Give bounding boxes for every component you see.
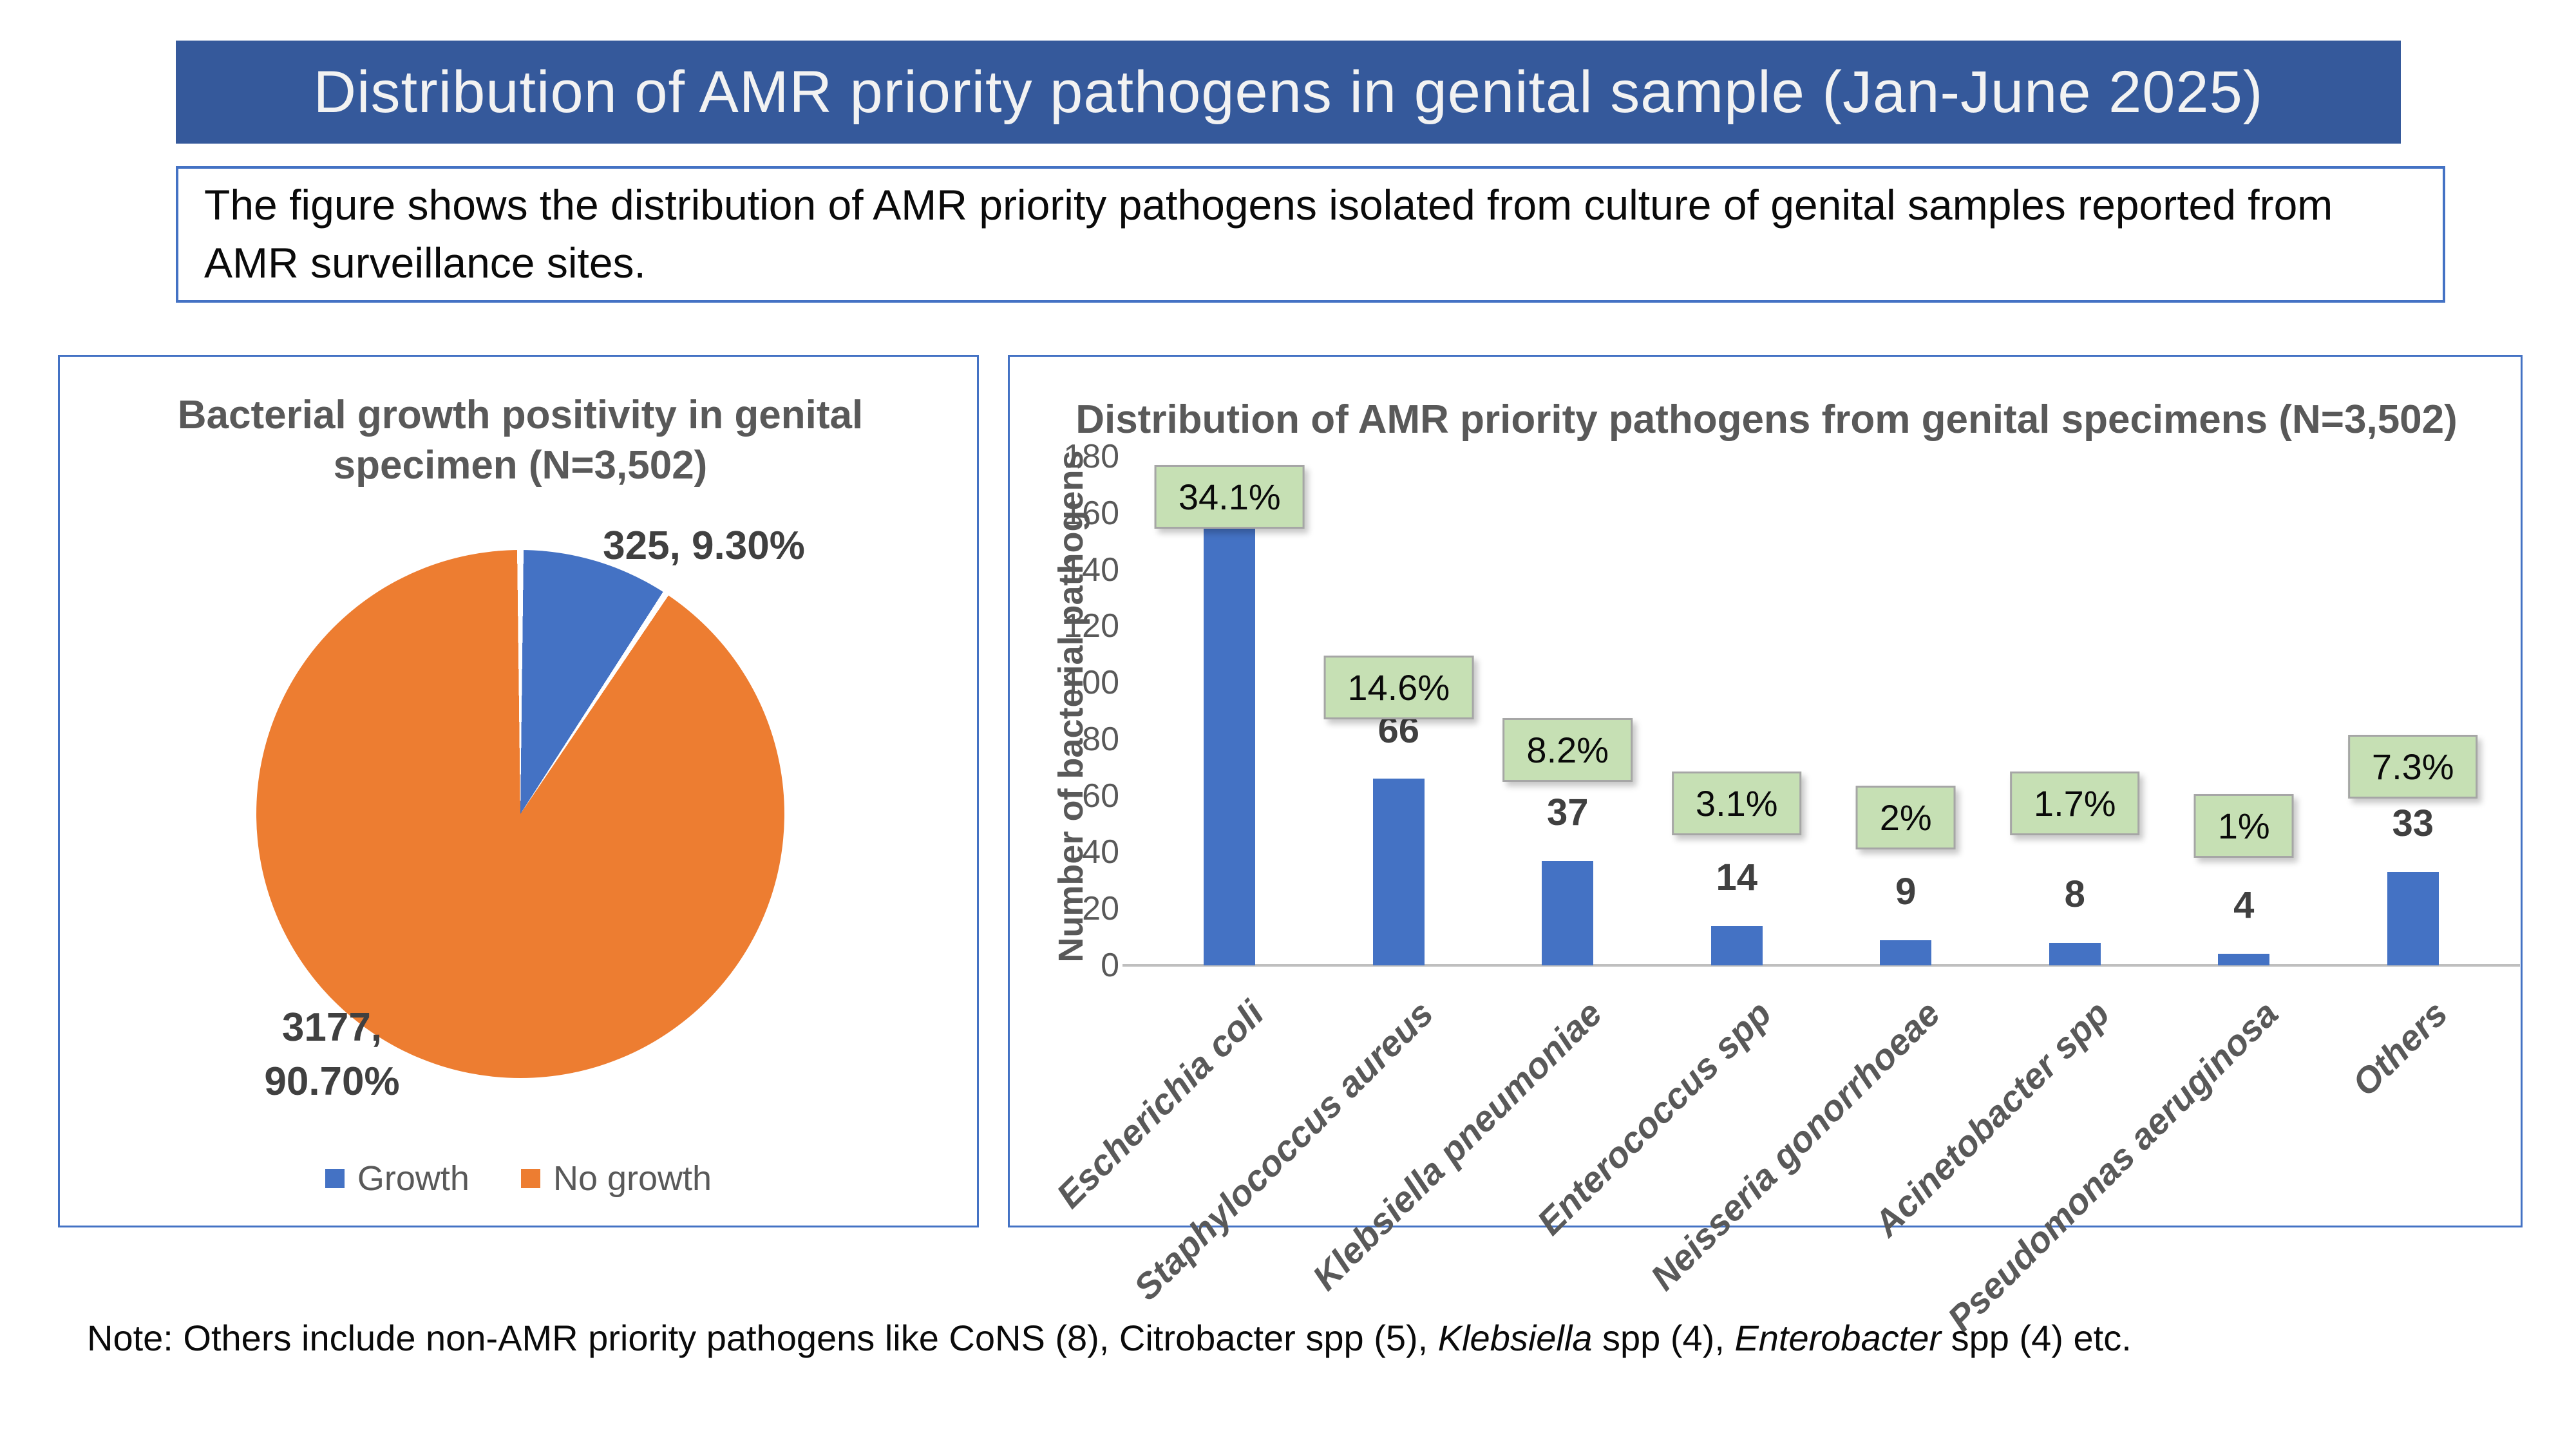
y-tick-label: 20 <box>1082 890 1119 928</box>
bar-4 <box>1710 925 1763 965</box>
note-text-2: spp (4), <box>1592 1318 1735 1358</box>
percent-label-box: 8.2% <box>1502 717 1633 782</box>
y-tick-label: 100 <box>1063 664 1119 702</box>
x-axis-category-label: Neisseria gonorrhoeae <box>1642 992 1948 1298</box>
bar-1 <box>1204 527 1256 965</box>
legend-item-no-growth: No growth <box>520 1159 712 1198</box>
bar-3 <box>1542 860 1594 965</box>
legend-label: No growth <box>553 1159 712 1198</box>
legend-item-growth: Growth <box>325 1159 469 1198</box>
percent-label-box: 7.3% <box>2347 735 2478 799</box>
note-text-3: spp (4) etc. <box>1941 1318 2132 1358</box>
x-axis-category-label: Klebsiella pneumoniae <box>1304 992 1610 1298</box>
title-banner: Distribution of AMR priority pathogens i… <box>176 41 2401 144</box>
bar-5 <box>1880 940 1932 965</box>
bar-value-label: 14 <box>1716 856 1757 898</box>
bar-chart-title: Distribution of AMR priority pathogens f… <box>1075 397 2458 442</box>
note-italic-1: Klebsiella <box>1437 1318 1593 1358</box>
bar-value-label: 4 <box>2233 884 2255 927</box>
y-tick-label: 180 <box>1063 438 1119 475</box>
x-axis-category-label: Enterococcus spp <box>1529 992 1779 1243</box>
y-tick-label: 160 <box>1063 494 1119 532</box>
x-axis-category-label: Others <box>2344 992 2456 1104</box>
percent-label-box: 1.7% <box>2009 772 2140 836</box>
percent-label-box: 14.6% <box>1323 656 1474 720</box>
legend-swatch-icon <box>520 1169 540 1188</box>
description-box: The figure shows the distribution of AMR… <box>176 166 2445 303</box>
description-text: The figure shows the distribution of AMR… <box>204 181 2333 287</box>
legend-swatch-icon <box>325 1169 345 1188</box>
x-axis-line <box>1122 964 2520 967</box>
y-tick-label: 120 <box>1063 607 1119 645</box>
y-tick-label: 140 <box>1063 551 1119 589</box>
pie-panel: Bacterial growth positivity in genital s… <box>58 355 979 1227</box>
percent-label-box: 1% <box>2193 794 2294 858</box>
y-tick-label: 60 <box>1082 777 1119 815</box>
x-axis-category-label: Pseudomonas aeruginosa <box>1940 992 2286 1340</box>
note-text-1: Note: Others include non-AMR priority pa… <box>87 1318 1438 1358</box>
percent-label-box: 2% <box>1855 786 1956 850</box>
pie-legend: Growth No growth <box>60 1159 977 1198</box>
legend-label: Growth <box>357 1159 469 1198</box>
x-axis-category-label: Acinetobacter spp <box>1865 992 2117 1244</box>
percent-label-box: 3.1% <box>1671 772 1802 836</box>
pie-label-no-growth-percent: 90.70% <box>264 1059 400 1104</box>
pie-chart-title: Bacterial growth positivity in genital s… <box>177 393 864 488</box>
pie-label-no-growth-count: 3177, <box>281 1005 383 1050</box>
y-tick-label: 40 <box>1082 833 1119 871</box>
percent-label-box: 34.1% <box>1154 464 1305 529</box>
bar-6 <box>2049 942 2101 965</box>
pie-label-no-growth: 3177, 90.70% <box>221 1001 443 1108</box>
note-italic-2: Enterobacter <box>1734 1318 1942 1358</box>
bar-7 <box>2218 954 2270 965</box>
bar-value-label: 37 <box>1546 791 1589 833</box>
bar-panel: Distribution of AMR priority pathogens f… <box>1008 355 2523 1339</box>
y-tick-label: 80 <box>1082 720 1119 758</box>
bar-2 <box>1372 779 1425 965</box>
bar-value-label: 8 <box>2064 873 2085 915</box>
pie-chart <box>256 550 784 1078</box>
y-tick-label: 0 <box>1101 947 1119 984</box>
bar-plot-area: 0 20 40 60 80 100 120 140 160 180 34.1% Escherichia… <box>1048 438 2520 1339</box>
page-title: Distribution of AMR priority pathogens i… <box>313 59 2264 125</box>
x-axis-category-label: Staphylococcus aureus <box>1125 992 1441 1308</box>
bar-value-label: 9 <box>1895 870 1917 913</box>
bar-value-label: 33 <box>2392 802 2434 845</box>
bar-8 <box>2387 872 2439 965</box>
note: Note: Others include non-AMR priority pa… <box>87 1317 2132 1359</box>
pie-label-growth: 325, 9.30% <box>603 524 805 568</box>
